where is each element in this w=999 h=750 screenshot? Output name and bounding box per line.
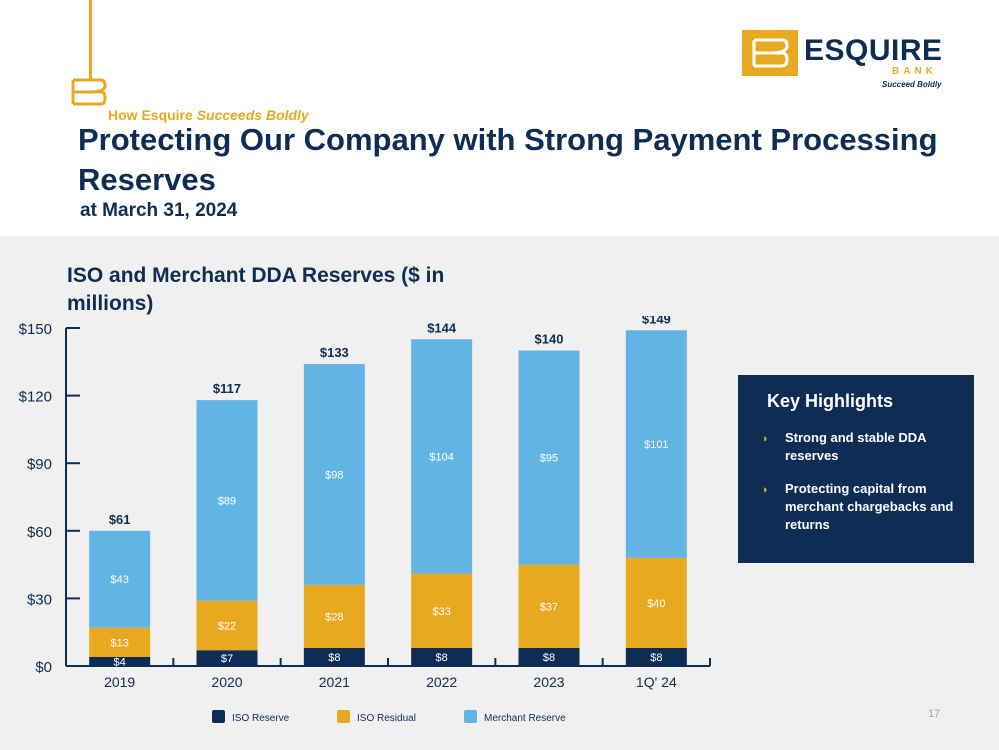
bar-segment-iso-reserve (411, 647, 473, 666)
x-tick-label: 2021 (319, 674, 350, 690)
accent-line (89, 0, 92, 80)
bar-segment-merchant-reserve (303, 364, 365, 585)
eb-monogram-icon (71, 78, 107, 106)
total-label: $149 (642, 316, 671, 326)
legend-swatch (337, 710, 350, 723)
x-tick-label: 1Q' 24 (636, 674, 677, 690)
legend-swatch (212, 710, 225, 723)
bar-segment-merchant-reserve (625, 330, 687, 558)
data-label: $101 (644, 439, 668, 451)
total-label: $140 (535, 332, 564, 347)
total-label: $61 (109, 512, 131, 527)
bar-segment-merchant-reserve (411, 339, 473, 574)
y-tick-label: $60 (27, 524, 52, 541)
bar-segment-iso-residual (411, 573, 473, 648)
bar-segment-iso-reserve (303, 647, 365, 666)
logo-name: ESQUIRE (804, 34, 943, 67)
bullet-icon: ◗ (762, 484, 769, 496)
bar-segment-iso-reserve (518, 647, 580, 666)
legend-label: ISO Reserve (232, 713, 290, 724)
page-subtitle: at March 31, 2024 (80, 200, 238, 221)
bar-segment-merchant-reserve (89, 530, 151, 628)
data-label: $8 (436, 652, 448, 664)
data-label: $37 (540, 601, 558, 613)
data-label: $104 (429, 451, 453, 463)
bullet-icon: ◗ (762, 433, 769, 445)
data-label: $7 (221, 653, 233, 665)
chart-title: ISO and Merchant DDA Reserves ($ in mill… (67, 264, 445, 315)
data-label: $13 (110, 637, 128, 649)
logo-tagline: Succeed Boldly (882, 80, 942, 89)
total-label: $144 (427, 320, 457, 335)
bar-segment-iso-reserve (625, 647, 687, 666)
section-kicker: How Esquire Succeeds Boldly (108, 107, 309, 123)
key-highlights-panel: Key Highlights ◗ Strong and stable DDA r… (738, 375, 974, 563)
y-tick-label: $0 (35, 659, 52, 676)
bar-segment-merchant-reserve (518, 350, 580, 565)
y-tick-label: $150 (19, 321, 52, 338)
bar-segment-iso-residual (196, 600, 258, 651)
bar-segment-iso-residual (89, 627, 151, 657)
data-label: $8 (650, 652, 662, 664)
legend-label: Merchant Reserve (484, 713, 566, 724)
y-tick-label: $30 (27, 591, 52, 608)
total-label: $117 (213, 381, 241, 396)
y-tick-label: $90 (27, 456, 52, 473)
highlights-title: Key Highlights (767, 391, 894, 411)
x-tick-label: 2023 (533, 674, 564, 690)
bar-segment-iso-residual (518, 564, 580, 648)
stacked-bar-chart: $0 $30 $60 $90 $120 $150 $4 $13 $43 $61 2019 $7 $22 $… (19, 316, 711, 724)
bar-segment-merchant-reserve (196, 400, 258, 601)
header-band (0, 0, 999, 236)
data-label: $8 (328, 652, 340, 664)
logo-mark-icon (742, 30, 798, 76)
data-label: $28 (325, 611, 343, 623)
x-tick-label: 2022 (426, 674, 457, 690)
page-number: 17 (928, 708, 941, 720)
x-tick-label: 2020 (211, 674, 242, 690)
data-label: $33 (432, 606, 450, 618)
data-label: $4 (114, 656, 126, 668)
data-label: $43 (110, 574, 128, 586)
data-label: $8 (543, 652, 555, 664)
bar-segment-iso-residual (625, 557, 687, 648)
bar-segment-iso-reserve (89, 656, 151, 666)
x-tick-label: 2019 (104, 674, 135, 690)
legend-swatch (464, 710, 477, 723)
data-label: $22 (218, 620, 236, 632)
data-label: $95 (540, 453, 558, 465)
data-label: $98 (325, 469, 343, 481)
bar-segment-iso-reserve (196, 650, 258, 666)
esquire-logo: ESQUIRE BANK Succeed Boldly (742, 30, 942, 92)
y-tick-label: $120 (19, 389, 52, 406)
highlight-item: Strong and stable DDA reserves (785, 430, 927, 463)
data-label: $89 (218, 495, 236, 507)
total-label: $133 (320, 345, 349, 360)
bar-segment-iso-residual (303, 584, 365, 648)
legend-label: ISO Residual (357, 713, 416, 724)
page-title: Protecting Our Company with Strong Payme… (78, 122, 938, 197)
data-label: $40 (647, 598, 665, 610)
logo-bank: BANK (892, 66, 937, 77)
highlight-item: Protecting capital from merchant chargeb… (785, 481, 954, 532)
